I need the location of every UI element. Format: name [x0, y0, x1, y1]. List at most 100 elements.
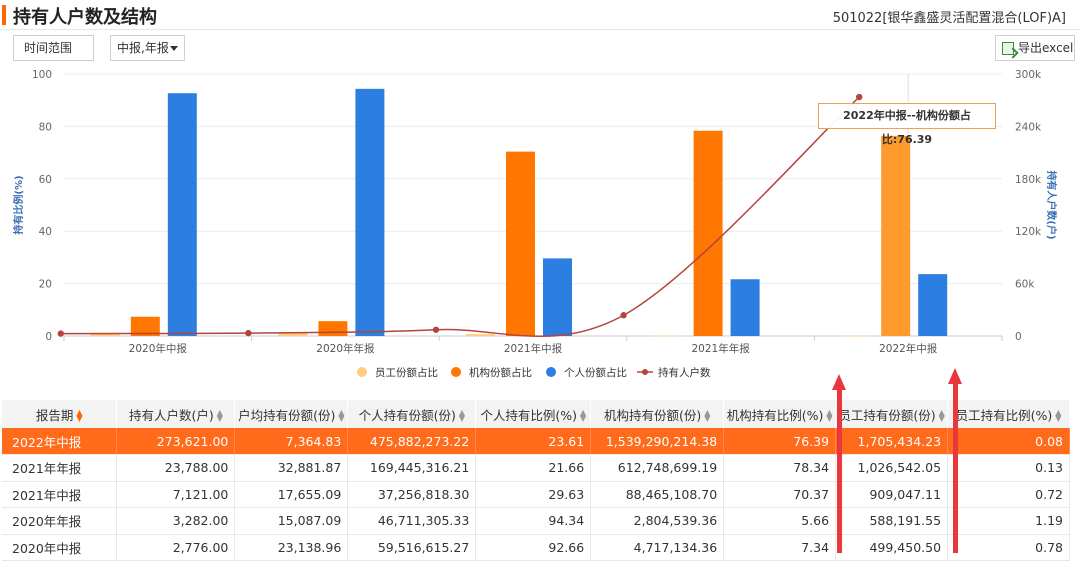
table-header-cell[interactable]: 机构持有份额(份) ▲ ▼: [590, 400, 725, 428]
bar-personal: [918, 274, 948, 336]
legend-label: 个人份额占比: [564, 366, 627, 379]
sort-icon[interactable]: ▲ ▼: [579, 408, 587, 423]
table-cell: 2,804,539.36: [590, 507, 725, 535]
table-header-cell[interactable]: 个人持有比例(%) ▲ ▼: [475, 400, 592, 428]
table-cell: 92.66: [475, 534, 592, 561]
y-right-tick-label: 60k: [1015, 279, 1035, 291]
table-header-cell[interactable]: 机构持有比例(%) ▲ ▼: [723, 400, 837, 428]
table-header-cell[interactable]: 员工持有份额(份) ▲ ▼: [835, 400, 949, 428]
sort-icon[interactable]: ▲ ▼: [1055, 408, 1062, 423]
table-cell: 0.72: [947, 481, 1070, 508]
sort-icon[interactable]: ▲ ▼: [826, 408, 833, 423]
header-label: 户均持有份额(份): [238, 407, 336, 423]
y-tick-label: 20: [39, 279, 52, 291]
table-cell: 37,256,818.30: [347, 481, 477, 508]
table-body: 2022年中报 273,621.00 7,364.83 475,882,273.22 2…: [2, 428, 1070, 561]
table-cell: 2,776.00: [116, 534, 236, 561]
legend-marker: [642, 369, 648, 375]
bar-employee: [90, 333, 120, 336]
header-label: 员工持有比例(%): [955, 407, 1053, 423]
y-tick-label: 0: [45, 331, 52, 343]
legend-marker: [546, 367, 556, 377]
table-cell: 2020年中报: [2, 534, 118, 561]
table-cell: 7,364.83: [234, 428, 349, 455]
table-cell: 2021年中报: [2, 481, 118, 508]
table-header-cell[interactable]: 报告期 ▲ ▼: [2, 400, 118, 428]
time-range-button[interactable]: 时间范围: [13, 35, 94, 61]
sort-icon[interactable]: ▲ ▼: [76, 408, 83, 423]
holders-line: [60, 96, 860, 337]
table-cell: 5.66: [723, 507, 837, 535]
excel-icon: [1002, 42, 1014, 55]
period-select-label: 中报,年报: [117, 41, 169, 55]
table-row[interactable]: 2020年年报 3,282.00 15,087.09 46,711,305.33 94.…: [2, 507, 1070, 535]
legend-label: 持有人户数: [658, 366, 711, 379]
holders-point: [620, 312, 627, 319]
x-tick-label: 2021年中报: [504, 342, 563, 355]
table-cell: 273,621.00: [116, 428, 236, 455]
holders-point: [432, 326, 440, 333]
table-cell: 2022年中报: [2, 428, 118, 455]
table-cell: 169,445,316.21: [347, 454, 477, 482]
period-select[interactable]: 中报,年报: [110, 35, 185, 61]
holders-point: [856, 93, 863, 101]
bar-employee: [278, 332, 308, 336]
header-label: 个人持有份额(份): [358, 407, 456, 423]
bar-institution: [130, 316, 160, 336]
chart-tooltip: 2022年中报--机构份额占比:76.39: [818, 103, 996, 146]
header-label: 报告期: [35, 407, 74, 423]
export-excel-button[interactable]: 导出excel: [995, 35, 1075, 61]
sort-icon[interactable]: ▲ ▼: [338, 408, 345, 423]
table-cell: 588,191.55: [835, 507, 949, 535]
table-cell: 78.34: [723, 454, 837, 482]
table-cell: 23,138.96: [234, 534, 349, 561]
x-tick-label: 2020年中报: [129, 342, 188, 355]
table-cell: 7.34: [723, 534, 837, 561]
table-header-cell[interactable]: 员工持有比例(%) ▲ ▼: [947, 400, 1070, 428]
table-header-cell[interactable]: 持有人户数(户) ▲ ▼: [116, 400, 236, 428]
legend-label: 机构份额占比: [469, 366, 532, 379]
table-row[interactable]: 2020年中报 2,776.00 23,138.96 59,516,615.27 92.…: [2, 534, 1070, 561]
sort-icon[interactable]: ▲ ▼: [938, 408, 945, 423]
table-cell: 7,121.00: [116, 481, 236, 508]
export-excel-label: 导出excel: [1018, 41, 1074, 55]
table-cell: 2021年年报: [2, 454, 118, 482]
y-right-tick-label: 240k: [1015, 121, 1042, 133]
table-cell: 1.19: [947, 507, 1070, 535]
table-cell: 4,717,134.36: [590, 534, 725, 561]
table-cell: 0.08: [947, 428, 1070, 455]
bar-employee: [466, 334, 495, 336]
table-cell: 88,465,108.70: [590, 481, 725, 508]
x-tick-label: 2021年年报: [691, 342, 750, 355]
y-tick-label: 40: [39, 226, 52, 238]
holders-point: [57, 330, 64, 337]
bar-institution: [693, 130, 723, 336]
table-row[interactable]: 2021年中报 7,121.00 17,655.09 37,256,818.30 29.…: [2, 481, 1070, 508]
table-cell: 94.34: [475, 507, 592, 535]
table-cell: 23.61: [475, 428, 592, 455]
header-label: 持有人户数(户): [128, 407, 214, 423]
table-cell: 15,087.09: [234, 507, 349, 535]
table-row[interactable]: 2021年年报 23,788.00 32,881.87 169,445,316.21 2…: [2, 454, 1070, 482]
sort-icon[interactable]: ▲ ▼: [458, 408, 465, 423]
bar-personal: [730, 279, 760, 336]
table-cell: 1,026,542.05: [835, 454, 949, 482]
y-right-tick-label: 0: [1015, 331, 1022, 343]
y-axis-title: 持有比例(%): [12, 175, 25, 234]
sort-icon[interactable]: ▲ ▼: [216, 408, 223, 423]
table-header-cell[interactable]: 个人持有份额(份) ▲ ▼: [347, 400, 477, 428]
bar-institution: [506, 151, 535, 336]
legend-marker: [451, 367, 461, 377]
bar-personal: [167, 93, 197, 336]
table-cell: 0.78: [947, 534, 1070, 561]
holder-structure-chart: 0 20 40 60 80 100 0 60k 120k 180k 240k 300k 持有比例(%) 持…: [12, 69, 1058, 379]
table-header-cell[interactable]: 户均持有份额(份) ▲ ▼: [234, 400, 349, 428]
table-cell: 46,711,305.33: [347, 507, 477, 535]
y-tick-label: 80: [39, 121, 52, 133]
holders-point: [245, 329, 252, 337]
y-tick-label: 100: [32, 69, 52, 81]
table-cell: 29.63: [475, 481, 592, 508]
sort-icon[interactable]: ▲ ▼: [704, 408, 711, 423]
table-row[interactable]: 2022年中报 273,621.00 7,364.83 475,882,273.22 2…: [2, 428, 1070, 455]
fund-name: 501022[银华鑫盛灵活配置混合(LOF)A]: [832, 11, 1066, 26]
